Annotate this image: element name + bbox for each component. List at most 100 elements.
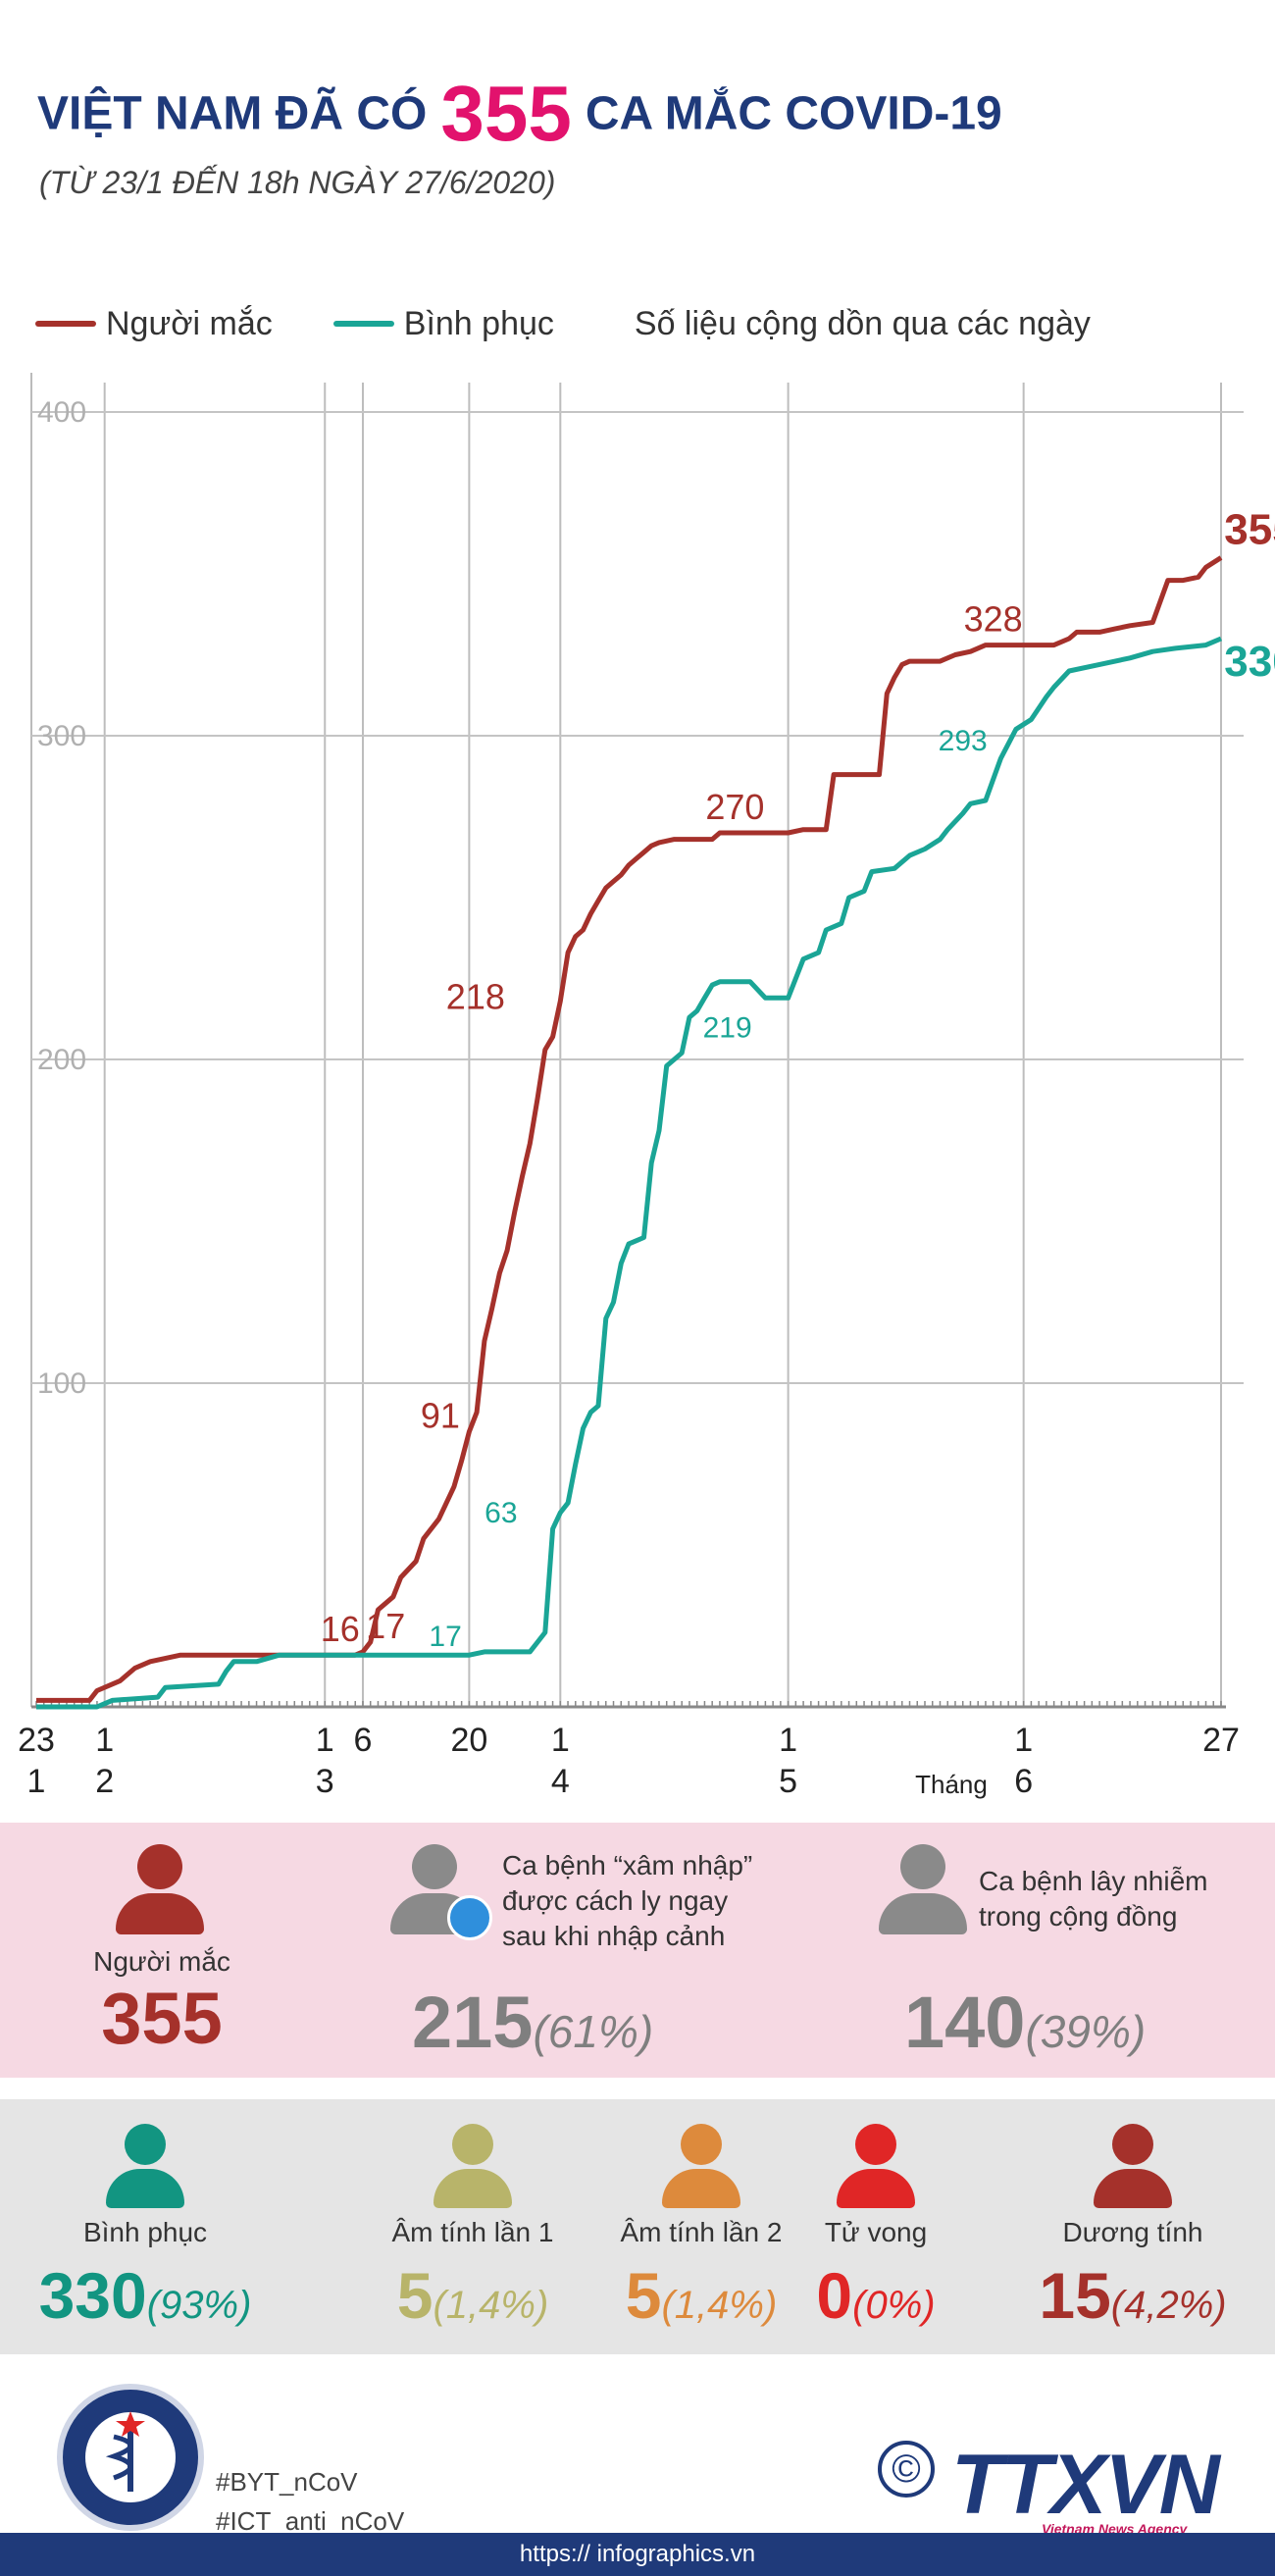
stat-outcome: Âm tính lần 1 5(1,4%)	[316, 2215, 630, 2335]
stat-outcome-label: Bình phục	[82, 2217, 208, 2247]
stat-outcome-label: Âm tính lần 2	[620, 2217, 783, 2247]
x-tick-month-label: 1	[27, 1763, 46, 1800]
stat-outcome-value: 5	[625, 2259, 662, 2332]
stat-imported-line3: sau khi nhập cảnh	[502, 1921, 726, 1951]
data-label: 16	[321, 1609, 360, 1649]
page-title: VIỆT NAM ĐÃ CÓ 355 CA MẮC COVID-19	[37, 69, 1002, 167]
stat-outcome-label: Tử vong	[824, 2217, 928, 2247]
stat-outcome-label: Dương tính	[1062, 2217, 1203, 2247]
data-label: 355	[1224, 506, 1275, 554]
x-tick-label: 1	[316, 1722, 334, 1759]
stat-outcome-pct: (93%)	[146, 2284, 252, 2327]
page-subtitle: (TỪ 23/1 ĐẾN 18h NGÀY 27/6/2020)	[39, 165, 556, 200]
x-tick-month-label: 4	[551, 1763, 570, 1800]
data-label: 293	[939, 725, 988, 757]
footer-url[interactable]: https:// infographics.vn	[0, 2533, 1275, 2576]
stat-community-line1: Ca bệnh lây nhiễm	[979, 1866, 1208, 1896]
stat-outcome-value: 0	[816, 2259, 853, 2332]
series-recovered-line	[36, 636, 1222, 1710]
stat-outcome-value: 5	[396, 2259, 434, 2332]
y-tick-label: 100	[37, 1367, 86, 1400]
outcome-stats-band	[0, 2099, 1275, 2354]
ministry-of-health-logo	[57, 2384, 204, 2531]
person-outcome-icon	[662, 2124, 740, 2210]
stat-imported-line1: Ca bệnh “xâm nhập”	[502, 1850, 753, 1880]
stat-outcome-value: 15	[1039, 2259, 1111, 2332]
stat-imported-line2: được cách ly ngay	[502, 1885, 729, 1916]
stat-imported-pct: (61%)	[533, 2006, 654, 2057]
ttxvn-logo: TTXVN	[951, 2438, 1220, 2532]
hashtag-ict[interactable]: #ICT_anti_nCoV	[216, 2506, 405, 2536]
stat-outcome-pct: (0%)	[852, 2284, 936, 2327]
person-cases-icon	[116, 1844, 204, 1934]
legend-cases: Người mắc	[35, 305, 273, 343]
x-tick-label: 6	[354, 1722, 373, 1759]
data-label: 328	[964, 599, 1023, 640]
title-number: 355	[440, 70, 572, 157]
person-outcome-icon	[434, 2124, 512, 2210]
stat-outcome: Tử vong 0(0%)	[719, 2215, 1033, 2335]
data-label: 219	[703, 1011, 752, 1044]
y-tick-label: 200	[37, 1044, 86, 1076]
stat-community-value: 140	[904, 1982, 1026, 2063]
person-outcome-icon	[837, 2124, 915, 2210]
stat-outcome-pct: (1,4%)	[433, 2284, 549, 2327]
footer-hashtags: #BYT_nCoV #ICT_anti_nCoV	[216, 2462, 404, 2541]
x-tick-label: 1	[1014, 1722, 1033, 1759]
stat-imported-value: 215	[412, 1982, 534, 2063]
chart-legend: Người mắc Bình phục Số liệu cộng dồn qua…	[35, 302, 1091, 345]
globe-icon	[447, 1895, 492, 1940]
stat-outcome: Âm tính lần 2 5(1,4%)	[544, 2215, 858, 2335]
stat-community-pct: (39%)	[1025, 2006, 1147, 2057]
x-month-axis-label: Tháng	[915, 1770, 988, 1799]
legend-recovered-label: Bình phục	[403, 304, 554, 342]
stat-cases: Người mắc 355	[59, 1944, 265, 2058]
stat-cases-value: 355	[101, 1978, 223, 2059]
title-suffix: CA MẮC COVID-19	[585, 87, 1002, 140]
stat-outcome-pct: (1,4%)	[661, 2284, 778, 2327]
x-tick-month-label: 2	[95, 1763, 114, 1800]
legend-recovered-line	[332, 321, 394, 327]
data-label: 63	[484, 1497, 517, 1529]
y-tick-label: 400	[37, 396, 86, 429]
data-label: 91	[421, 1396, 460, 1436]
legend-cases-label: Người mắc	[106, 304, 273, 342]
stat-cases-label: Người mắc	[93, 1946, 230, 1977]
series-cases-line	[36, 555, 1223, 1703]
person-outcome-icon	[1094, 2124, 1172, 2210]
data-label: 330	[1224, 638, 1275, 686]
title-prefix: VIỆT NAM ĐÃ CÓ	[37, 87, 428, 140]
data-label: 218	[446, 977, 505, 1017]
copyright-icon: ©	[878, 2441, 935, 2498]
x-tick-label: 1	[551, 1722, 570, 1759]
stat-imported: 215(61%)	[412, 1984, 745, 2062]
stat-outcome: Dương tính 15(4,2%)	[976, 2215, 1275, 2335]
legend-note: Số liệu cộng dồn qua các ngày	[634, 304, 1091, 342]
legend-recovered: Bình phục	[332, 304, 554, 343]
stat-community-desc: Ca bệnh lây nhiễm trong cộng đồng	[979, 1864, 1207, 1934]
data-label: 17	[366, 1606, 405, 1646]
x-tick-label: 27	[1202, 1722, 1240, 1759]
x-tick-label: 20	[450, 1722, 487, 1759]
stat-community: 140(39%)	[904, 1984, 1238, 2062]
hashtag-byt[interactable]: #BYT_nCoV	[216, 2467, 358, 2497]
caduceus-icon	[85, 2411, 176, 2502]
stat-community-line2: trong cộng đồng	[979, 1901, 1178, 1932]
data-label: 270	[705, 787, 764, 827]
person-outcome-icon	[106, 2124, 184, 2210]
y-tick-label: 300	[37, 720, 86, 752]
x-tick-month-label: 3	[316, 1763, 334, 1800]
x-tick-label: 1	[95, 1722, 114, 1759]
data-label: 17	[429, 1621, 461, 1653]
x-tick-month-label: 5	[779, 1763, 797, 1800]
x-tick-label: 23	[18, 1722, 55, 1759]
source-stats-band	[0, 1823, 1275, 2078]
stat-outcome: Bình phục 330(93%)	[0, 2215, 302, 2335]
person-community-icon	[879, 1844, 967, 1934]
x-tick-month-label: 6	[1014, 1763, 1033, 1800]
stat-outcome-pct: (4,2%)	[1110, 2284, 1227, 2327]
x-tick-label: 1	[779, 1722, 797, 1759]
stat-imported-desc: Ca bệnh “xâm nhập” được cách ly ngay sau…	[502, 1848, 752, 1954]
legend-cases-line	[35, 321, 96, 327]
